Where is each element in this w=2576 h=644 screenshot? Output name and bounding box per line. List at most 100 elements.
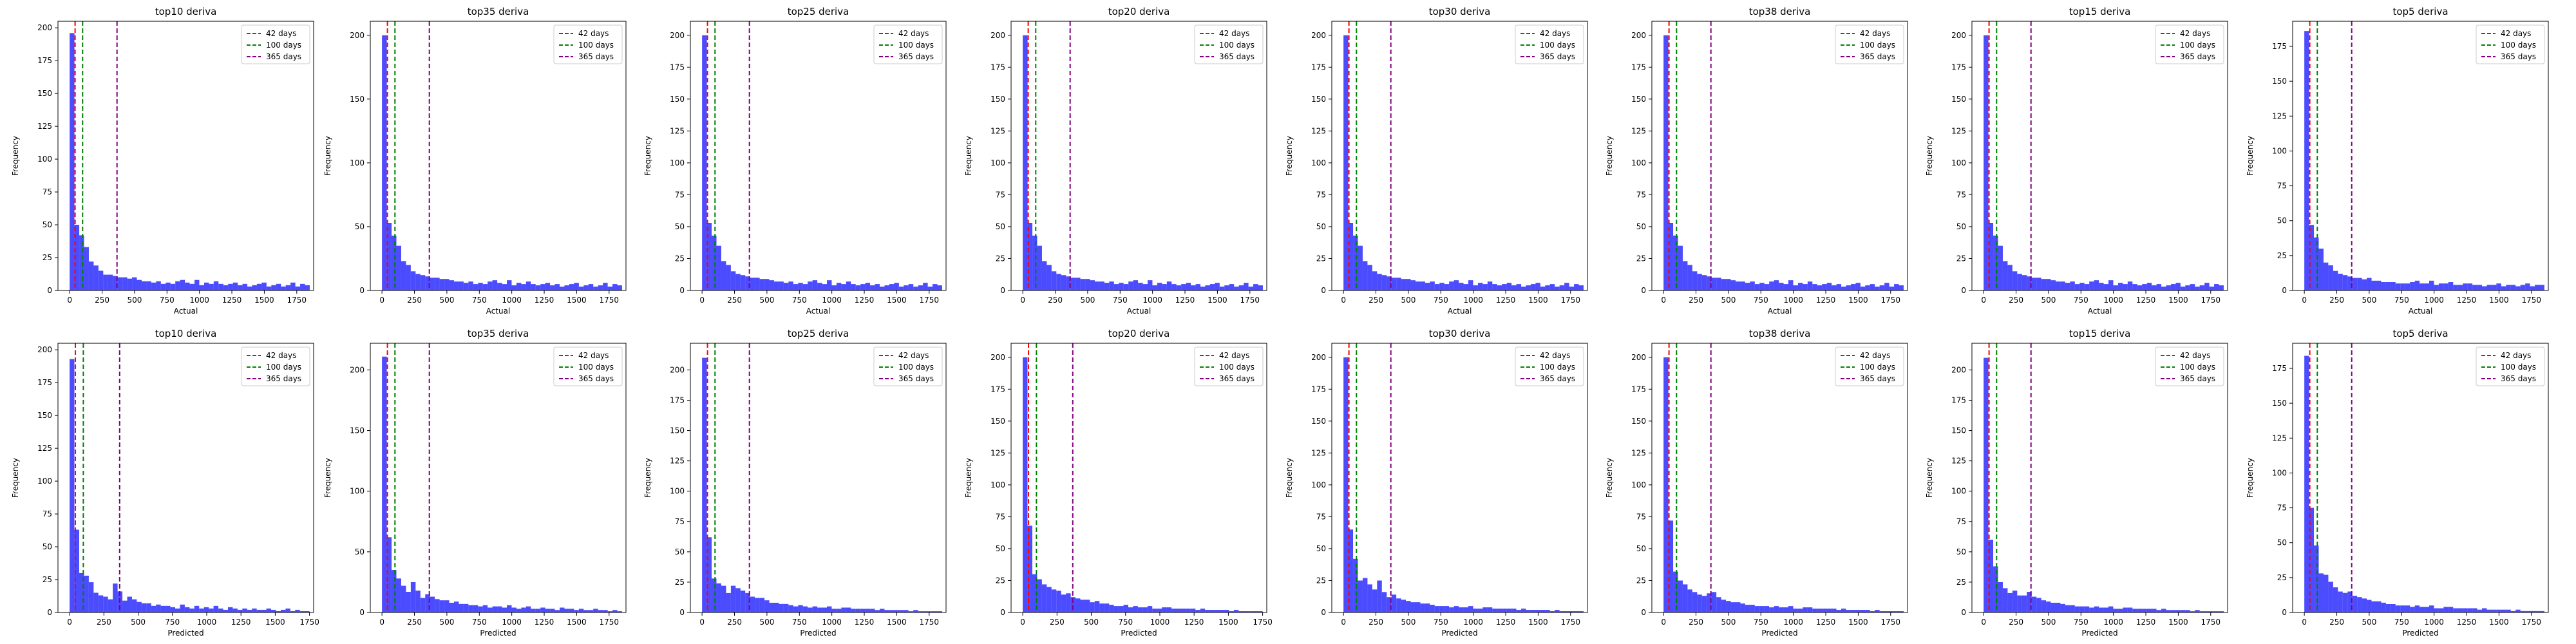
legend-label: 365 days [2501, 52, 2536, 61]
histogram-bar [1511, 609, 1517, 612]
y-axis-label: Frequency [11, 136, 20, 176]
y-tick-label: 0 [2282, 608, 2287, 617]
legend-label: 365 days [1219, 52, 1255, 61]
histogram-bar [875, 284, 880, 290]
y-tick-label: 200 [1311, 353, 1326, 362]
histogram-bar [1090, 602, 1095, 612]
histogram-bar [1555, 610, 1560, 612]
x-tick-label: 1250 [222, 296, 242, 305]
histogram-bar [170, 283, 176, 290]
histogram-bar [516, 609, 522, 612]
histogram-bar [2152, 609, 2157, 612]
histogram-bars [1663, 357, 1904, 612]
histogram-bar [1807, 607, 1813, 612]
y-tick-label: 100 [1311, 158, 1326, 167]
legend-label: 100 days [578, 41, 614, 50]
histogram-bar [2199, 285, 2205, 290]
histogram-bar [2520, 611, 2526, 612]
legend-label: 100 days [1540, 41, 1575, 50]
histogram-bar [146, 281, 151, 290]
histogram-bar [1343, 35, 1349, 290]
histogram-bar [218, 608, 223, 612]
y-tick-label: 150 [37, 89, 52, 98]
x-tick-label: 750 [1118, 618, 1133, 627]
histogram-bar [2074, 284, 2080, 290]
x-tick-label: 500 [2362, 618, 2376, 627]
y-tick-label: 75 [675, 517, 685, 526]
histogram-bar [831, 609, 837, 612]
histogram-bar [1094, 601, 1100, 612]
histogram-bar [156, 604, 161, 612]
histogram-bar [1056, 274, 1061, 290]
histogram-bar [2099, 607, 2104, 612]
x-tick-label: 1000 [189, 296, 209, 305]
histogram-bar [401, 585, 406, 612]
histogram-bar [1473, 609, 1478, 612]
histogram-bar [1420, 281, 1425, 290]
histogram-bar [2385, 282, 2391, 290]
x-tick-label: 0 [699, 618, 705, 627]
histogram-bars [70, 359, 310, 612]
y-tick-label: 150 [1311, 417, 1326, 426]
histogram-bar [189, 608, 194, 612]
histogram-bar [223, 285, 229, 290]
histogram-bar [1027, 223, 1033, 290]
histogram-bar [593, 287, 598, 290]
histogram-bar [1142, 284, 1148, 290]
chart-title: top15 deriva [2069, 328, 2131, 339]
x-tick-label: 1250 [855, 618, 875, 627]
histogram-bar [1545, 285, 1550, 290]
histogram-bar [502, 284, 507, 290]
histogram-bar [1191, 285, 1196, 290]
histogram-bar [156, 281, 161, 290]
histogram-bar [1258, 285, 1263, 290]
plot-frame [370, 21, 627, 291]
x-tick-label: 500 [1721, 618, 1736, 627]
plot-frame [1651, 343, 1908, 613]
histogram-bar [1420, 603, 1425, 612]
histogram-bar [574, 283, 579, 290]
histogram-bars [2304, 31, 2544, 291]
histogram-bar [276, 611, 281, 612]
histogram-bar [1200, 287, 1206, 290]
histogram-bar [745, 276, 750, 290]
histogram-bar [802, 606, 808, 612]
histogram-bar [170, 607, 176, 612]
histogram-bar [531, 609, 536, 612]
histogram-bar [1540, 287, 1546, 290]
histogram-bar [1410, 280, 1416, 290]
x-axis-label: Actual [806, 307, 831, 316]
histogram-bar [2342, 592, 2348, 612]
plot-frame [370, 343, 627, 613]
histogram-bar [2338, 591, 2343, 612]
histogram-bar [2156, 610, 2162, 612]
y-tick-label: 125 [1951, 457, 1966, 466]
histogram-bar [199, 608, 204, 612]
histogram-bar [1023, 357, 1028, 612]
histogram-bar [2304, 31, 2309, 291]
histogram-bar [2352, 596, 2358, 612]
histogram-bar [1506, 609, 1512, 612]
x-tick-label: 1000 [2424, 296, 2444, 305]
legend-label: 100 days [1219, 41, 1255, 50]
histogram-bar [851, 284, 856, 290]
histogram-bar [2429, 605, 2434, 612]
x-tick-label: 500 [759, 296, 774, 305]
histogram-bar [1104, 283, 1110, 290]
histogram-bar [574, 610, 579, 612]
y-tick-label: 175 [2272, 364, 2287, 373]
y-tick-label: 50 [1956, 222, 1966, 231]
histogram-bar [1372, 271, 1378, 290]
histogram-bar [2099, 283, 2104, 290]
histogram-bar [769, 602, 774, 612]
histogram-bar [184, 607, 190, 612]
histogram-bar [2314, 237, 2319, 290]
legend-label: 365 days [1219, 374, 1255, 383]
histogram-bar [617, 285, 622, 290]
histogram-bar [1793, 285, 1798, 290]
histogram-bar [2371, 601, 2376, 612]
y-tick-label: 150 [2272, 77, 2287, 86]
histogram-bar [1711, 278, 1717, 290]
histogram-bar [535, 285, 541, 290]
histogram-bar [1682, 261, 1688, 290]
